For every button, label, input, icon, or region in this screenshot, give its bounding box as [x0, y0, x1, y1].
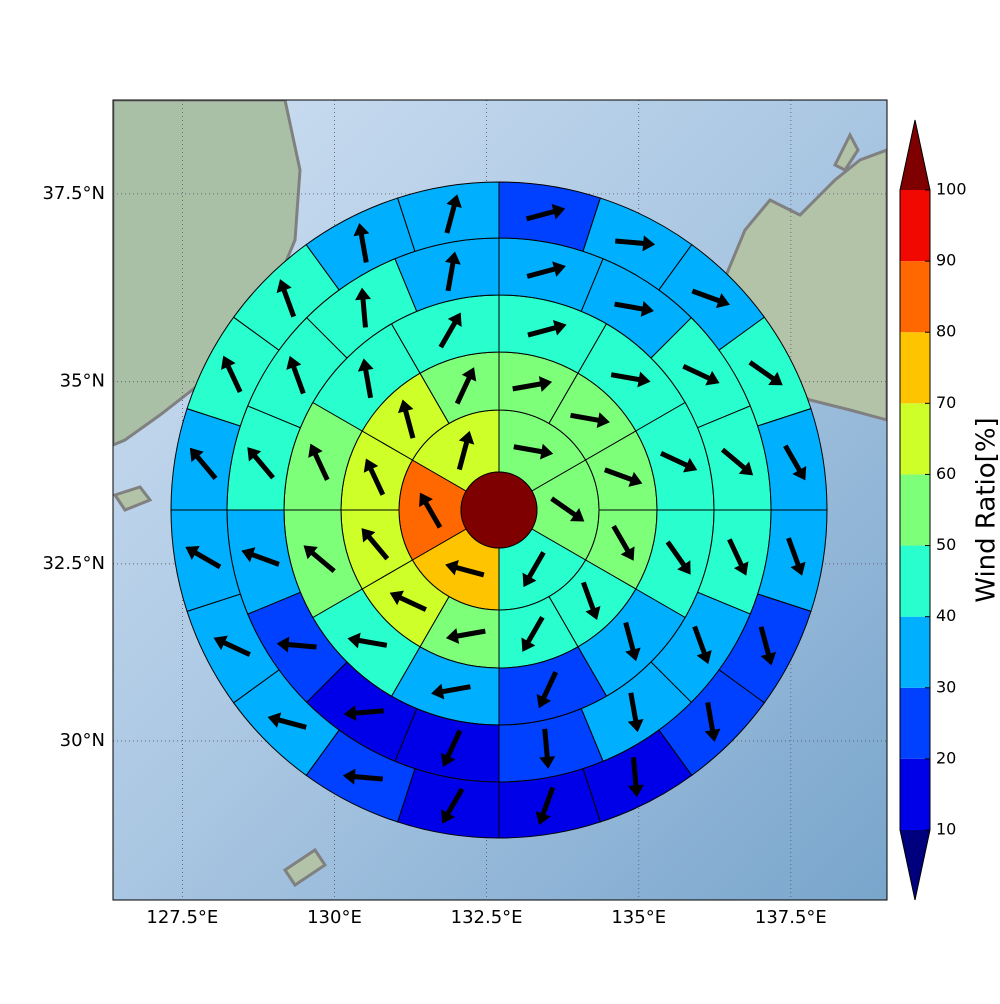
colorbar-tick-label: 90 — [936, 251, 956, 270]
y-tick-label: 37.5°N — [42, 183, 105, 204]
x-tick-label: 132.5°E — [451, 907, 523, 928]
center-cell — [461, 472, 537, 548]
x-tick-label: 135°E — [611, 907, 666, 928]
colorbar-tick-label: 10 — [936, 820, 956, 839]
colorbar-tick-label: 80 — [936, 322, 956, 341]
colorbar-extend — [900, 120, 930, 190]
colorbar-segment — [900, 617, 930, 688]
colorbar-segment — [900, 261, 930, 332]
x-tick-label: 130°E — [307, 907, 362, 928]
colorbar-label: Wind Ratio[%] — [972, 417, 1000, 602]
colorbar-tick-label: 60 — [936, 464, 956, 483]
y-tick-label: 32.5°N — [42, 553, 105, 574]
colorbar-segment — [900, 759, 930, 830]
colorbar-segment — [900, 546, 930, 617]
colorbar-tick-label: 100 — [936, 180, 967, 199]
colorbar-segment — [900, 403, 930, 474]
colorbar-tick-label: 20 — [936, 748, 956, 767]
colorbar-tick-label: 50 — [936, 535, 956, 554]
colorbar-extend — [900, 830, 930, 900]
colorbar-tick-label: 30 — [936, 677, 956, 696]
colorbar-tick-label: 40 — [936, 606, 956, 625]
cells — [171, 182, 827, 838]
colorbar: 10 20 30 40 50 60 70 80 90 100 — [900, 120, 967, 900]
colorbar-segment — [900, 332, 930, 403]
colorbar-segment — [900, 190, 930, 261]
y-tick-label: 35°N — [60, 371, 105, 392]
x-tick-label: 127.5°E — [146, 907, 218, 928]
x-tick-label: 137.5°E — [755, 907, 827, 928]
colorbar-tick-label: 70 — [936, 393, 956, 412]
y-tick-label: 30°N — [60, 730, 105, 751]
colorbar-segment — [900, 474, 930, 545]
colorbar-segment — [900, 688, 930, 759]
